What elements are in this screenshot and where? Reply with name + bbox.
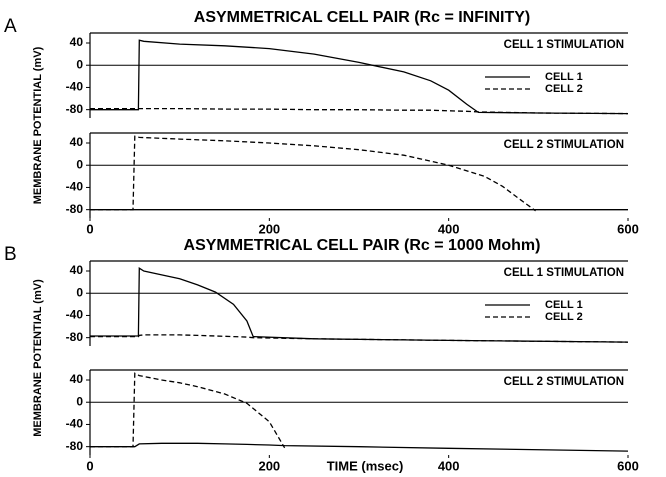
series-line — [90, 107, 629, 115]
y-tick-label: 0 — [76, 285, 83, 299]
annotation: CELL 2 STIMULATION — [504, 139, 624, 151]
x-tick-label: 0 — [86, 458, 93, 473]
chart-title: ASYMMETRICAL CELL PAIR (Rc = 1000 Mohm) — [184, 237, 541, 254]
y-axis-label: MEMBRANE POTENTIAL (mV) — [32, 279, 44, 437]
series-line — [90, 267, 629, 343]
x-axis-label: TIME (msec) — [327, 458, 404, 473]
y-tick-label: -40 — [66, 80, 84, 94]
x-tick-label: 600 — [617, 221, 639, 236]
x-tick-label: 400 — [438, 221, 460, 236]
x-tick-label: 200 — [258, 221, 280, 236]
y-tick-label: 0 — [76, 394, 83, 408]
y-tick-label: -40 — [66, 308, 84, 322]
annotation: CELL 2 STIMULATION — [504, 376, 624, 388]
legend-label: CELL 1 — [545, 71, 583, 83]
y-tick-label: 0 — [76, 157, 83, 171]
legend-label: CELL 2 — [545, 311, 583, 323]
y-tick-label: -80 — [66, 330, 84, 344]
y-tick-label: -80 — [66, 202, 84, 216]
x-tick-label: 400 — [438, 458, 460, 473]
y-tick-label: -80 — [66, 102, 84, 116]
y-tick-label: -40 — [66, 417, 84, 431]
series-line — [90, 39, 629, 115]
series-line — [90, 135, 536, 212]
x-tick-label: 600 — [617, 458, 639, 473]
y-tick-label: 40 — [70, 372, 84, 386]
y-tick-label: 40 — [70, 135, 84, 149]
chart-title: ASYMMETRICAL CELL PAIR (Rc = INFINITY) — [194, 9, 530, 26]
y-tick-label: -40 — [66, 180, 84, 194]
annotation: CELL 1 STIMULATION — [504, 267, 624, 279]
y-tick-label: 0 — [76, 57, 83, 71]
series-line — [90, 442, 629, 452]
legend-label: CELL 2 — [545, 83, 583, 95]
y-tick-label: 40 — [70, 35, 84, 49]
series-line — [90, 372, 286, 449]
x-tick-label: 0 — [86, 221, 93, 236]
y-tick-label: 40 — [70, 263, 84, 277]
x-tick-label: 200 — [258, 458, 280, 473]
legend-label: CELL 1 — [545, 299, 583, 311]
panel-label: A — [4, 16, 17, 37]
y-tick-label: -80 — [66, 439, 84, 453]
y-axis-label: MEMBRANE POTENTIAL (mV) — [32, 46, 44, 204]
annotation: CELL 1 STIMULATION — [504, 39, 624, 51]
panel-label: B — [4, 244, 17, 265]
series-line — [90, 334, 629, 343]
